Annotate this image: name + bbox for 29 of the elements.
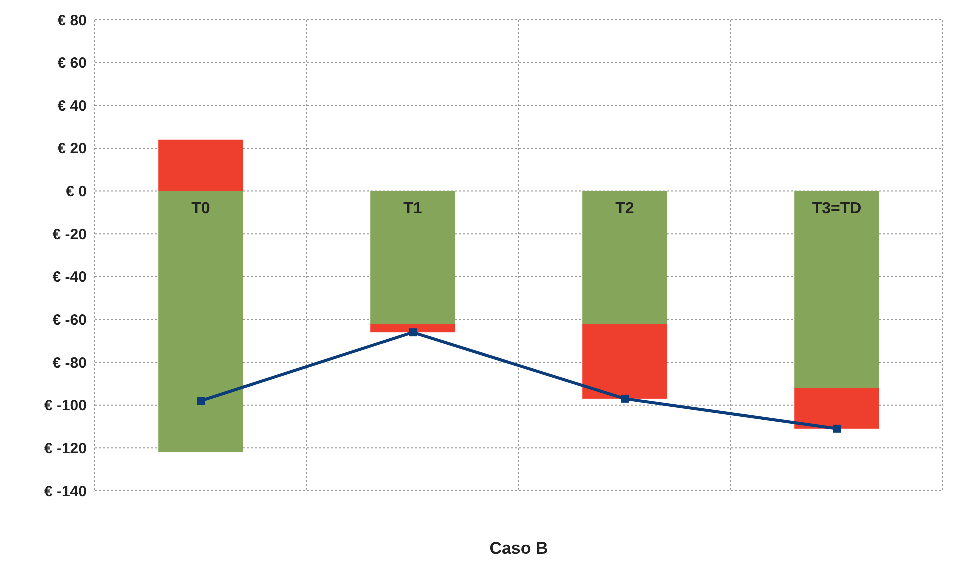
bar	[582, 191, 668, 324]
bar	[370, 191, 456, 324]
point	[197, 397, 205, 406]
y-tick-label: € -40	[52, 269, 87, 286]
y-tick-label: € -100	[44, 398, 87, 415]
y-tick-label: € 40	[58, 98, 87, 115]
y-tick-label: € -80	[52, 354, 87, 372]
bar	[582, 324, 668, 399]
x-tick-label: T0	[192, 200, 210, 218]
x-tick-label: T1	[404, 200, 422, 218]
y-tick-label: € 80	[58, 12, 87, 30]
point	[833, 424, 841, 433]
point	[409, 328, 417, 337]
x-tick-label: T2	[616, 200, 634, 218]
y-tick-label: € 0	[66, 184, 87, 201]
x-tick-label: T3=TD	[812, 200, 862, 218]
y-tick-label: € 20	[58, 140, 87, 158]
y-tick-label: € -120	[44, 440, 87, 458]
y-tick-label: € -20	[52, 226, 87, 244]
bar	[794, 191, 880, 388]
bar	[370, 324, 456, 333]
bar	[794, 388, 880, 429]
bar	[158, 191, 244, 452]
y-tick-label: € -60	[52, 312, 87, 329]
y-tick-label: € 60	[58, 55, 87, 72]
bar	[158, 140, 244, 192]
point	[621, 394, 629, 403]
y-tick-label: € -140	[44, 483, 87, 500]
x-axis-title: Caso B	[490, 539, 548, 558]
